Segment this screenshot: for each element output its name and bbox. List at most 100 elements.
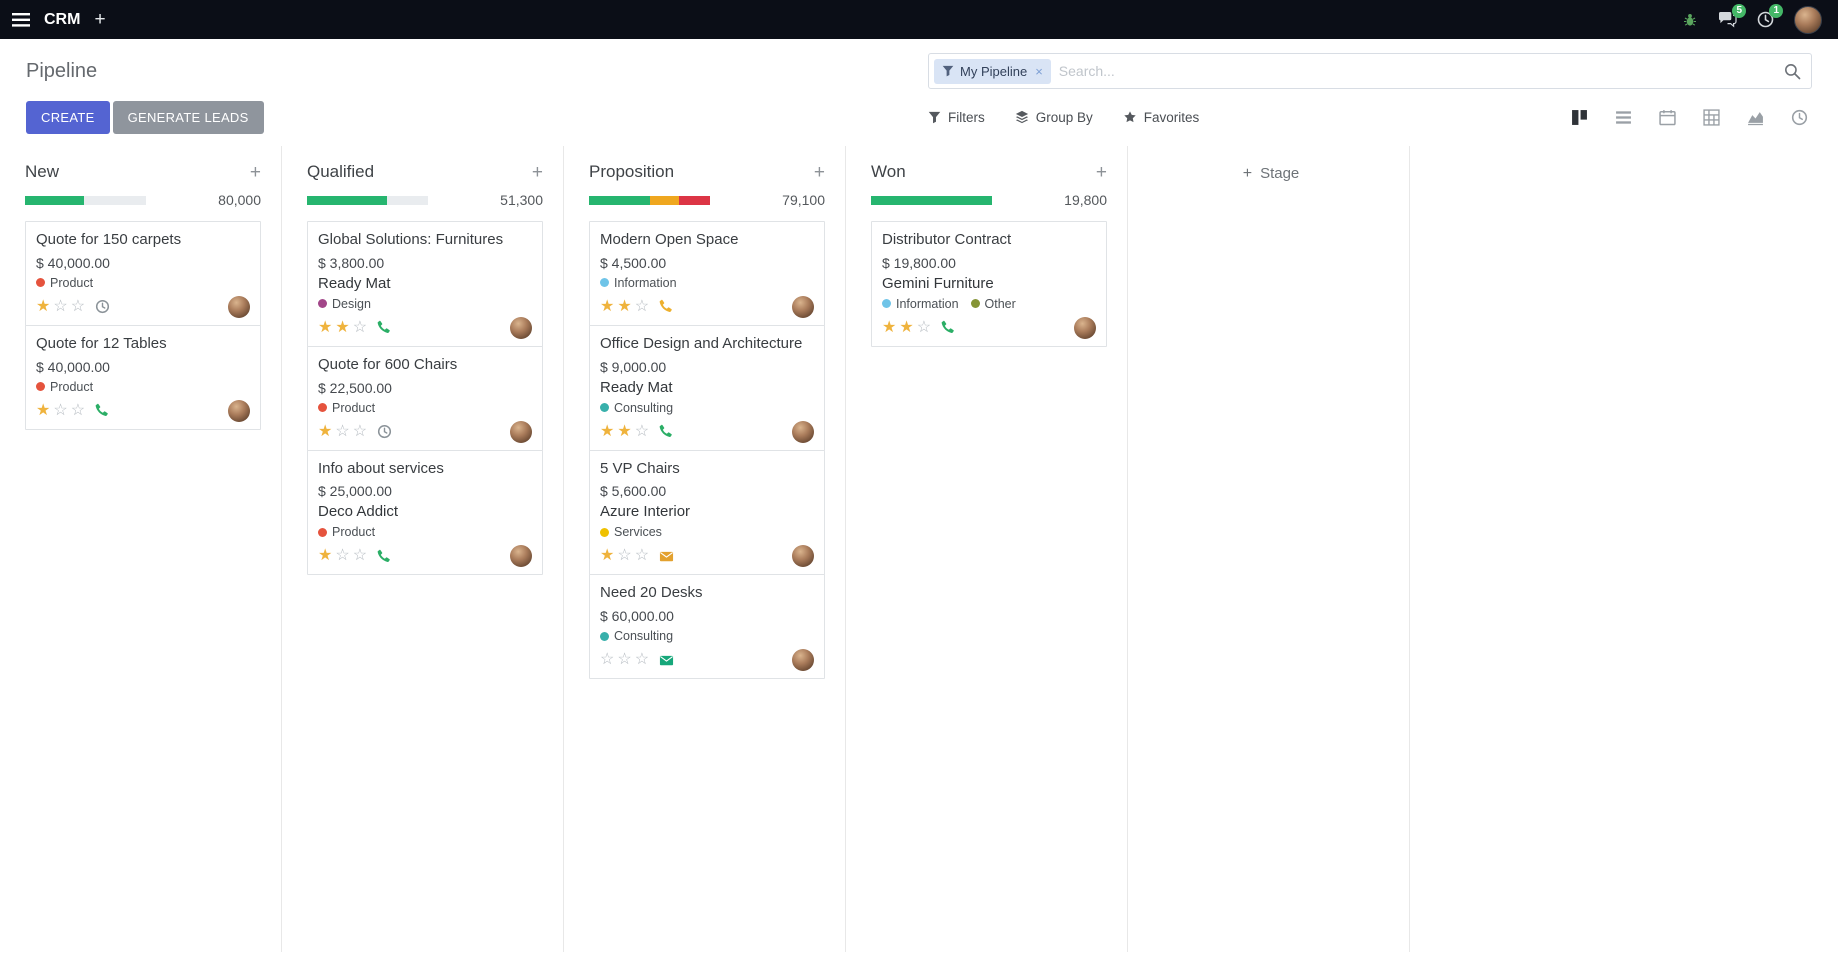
star-icon[interactable]: ☆ [352, 547, 368, 565]
add-stage-lane[interactable]: + Stage [1128, 146, 1410, 952]
star-icon[interactable]: ★ [318, 547, 333, 565]
clock-icon[interactable] [377, 424, 392, 439]
priority-stars[interactable]: ★ ☆ ☆ [318, 422, 368, 440]
priority-stars[interactable]: ★ ☆ ☆ [36, 401, 86, 419]
priority-stars[interactable]: ★ ★ ☆ [882, 318, 932, 336]
kanban-card[interactable]: Office Design and Architecture $ 9,000.00… [589, 324, 825, 451]
create-button[interactable]: CREATE [26, 100, 110, 134]
phone-icon[interactable] [377, 549, 392, 564]
card-amount: $ 40,000.00 [36, 358, 110, 375]
star-icon[interactable]: ★ [899, 318, 914, 336]
column-quick-add-button[interactable]: + [1095, 161, 1107, 183]
star-icon[interactable]: ☆ [634, 651, 650, 668]
pivot-view-icon[interactable] [1703, 108, 1720, 126]
kanban-card[interactable]: Quote for 600 Chairs $ 22,500.00 Product ★ ☆… [307, 345, 543, 451]
column-progress-bar[interactable] [871, 195, 992, 205]
priority-stars[interactable]: ☆ ☆ ☆ [600, 652, 649, 668]
phone-icon[interactable] [941, 320, 956, 335]
progress-segment[interactable] [678, 195, 710, 205]
star-icon[interactable]: ☆ [634, 422, 650, 440]
list-view-icon[interactable] [1615, 109, 1632, 126]
column-quick-add-button[interactable]: + [249, 161, 261, 183]
star-icon[interactable]: ★ [600, 297, 615, 315]
mail-icon[interactable] [659, 653, 674, 668]
star-icon[interactable]: ☆ [352, 318, 368, 336]
star-icon[interactable]: ☆ [634, 297, 650, 315]
messages-icon[interactable]: 5 [1718, 4, 1746, 28]
star-icon[interactable]: ☆ [617, 651, 632, 668]
search-icon[interactable] [1784, 63, 1801, 80]
priority-stars[interactable]: ★ ★ ☆ [318, 318, 368, 336]
column-progress-bar[interactable] [25, 195, 146, 205]
search-facet[interactable]: My Pipeline × [934, 58, 1051, 84]
group-by-button[interactable]: Group By [1015, 110, 1093, 125]
phone-icon[interactable] [659, 299, 674, 314]
facet-remove-icon[interactable]: × [1035, 63, 1043, 79]
star-icon[interactable]: ☆ [53, 297, 68, 315]
progress-segment[interactable] [871, 195, 992, 205]
activities-clock-icon[interactable]: 1 [1757, 4, 1783, 28]
search-input[interactable] [1050, 63, 1784, 79]
kanban-card[interactable]: Quote for 150 carpets $ 40,000.00 Product ★… [25, 221, 261, 326]
star-icon[interactable]: ★ [335, 318, 350, 336]
priority-stars[interactable]: ★ ☆ ☆ [36, 297, 86, 315]
star-icon[interactable]: ★ [318, 422, 333, 440]
phone-icon[interactable] [95, 403, 110, 418]
kanban-card[interactable]: Quote for 12 Tables $ 40,000.00 Product ★ ☆ ☆ [25, 324, 261, 430]
generate-leads-button[interactable]: GENERATE LEADS [112, 100, 264, 134]
star-icon[interactable]: ☆ [600, 651, 615, 668]
progress-segment[interactable] [589, 195, 650, 205]
calendar-view-icon[interactable] [1659, 109, 1676, 126]
star-icon[interactable]: ★ [318, 318, 333, 336]
star-icon[interactable]: ★ [600, 547, 615, 565]
progress-segment[interactable] [25, 195, 85, 205]
kanban-view-icon[interactable] [1571, 109, 1588, 126]
search-box[interactable]: My Pipeline × [928, 53, 1812, 89]
priority-stars[interactable]: ★ ★ ☆ [600, 422, 650, 440]
star-icon[interactable]: ★ [882, 318, 897, 336]
apps-menu-icon[interactable] [12, 12, 30, 27]
tag-label: Information [614, 275, 677, 290]
kanban-card[interactable]: Modern Open Space $ 4,500.00 Information ★ ★… [589, 221, 825, 326]
mail-icon[interactable] [659, 549, 674, 564]
star-icon[interactable]: ★ [36, 401, 51, 419]
star-icon[interactable]: ☆ [70, 401, 86, 419]
kanban-card[interactable]: Need 20 Desks $ 60,000.00 Consulting ☆ ☆ ☆ [589, 574, 825, 679]
star-icon[interactable]: ☆ [634, 547, 650, 565]
star-icon[interactable]: ★ [36, 297, 51, 315]
column-progress-bar[interactable] [589, 195, 710, 205]
column-progress-bar[interactable] [307, 195, 428, 205]
clock-icon[interactable] [95, 299, 110, 314]
star-icon[interactable]: ☆ [53, 401, 68, 419]
filters-button[interactable]: Filters [928, 110, 985, 125]
progress-segment[interactable] [649, 195, 679, 205]
kanban-card[interactable]: Global Solutions: Furnitures $ 3,800.00 Re… [307, 221, 543, 347]
kanban-card[interactable]: Info about services $ 25,000.00 Deco Addic… [307, 449, 543, 576]
progress-segment[interactable] [307, 195, 387, 205]
phone-icon[interactable] [377, 320, 392, 335]
star-icon[interactable]: ☆ [335, 422, 350, 440]
star-icon[interactable]: ★ [600, 422, 615, 440]
favorites-button[interactable]: Favorites [1123, 110, 1199, 125]
debug-bug-icon[interactable] [1682, 12, 1698, 28]
kanban-card[interactable]: 5 VP Chairs $ 5,600.00 Azure Interior Servi… [589, 449, 825, 576]
user-avatar[interactable] [1794, 5, 1822, 34]
star-icon[interactable]: ☆ [352, 422, 368, 440]
app-name[interactable]: CRM [44, 10, 81, 28]
column-quick-add-button[interactable]: + [813, 161, 825, 183]
star-icon[interactable]: ★ [617, 422, 632, 440]
priority-stars[interactable]: ★ ★ ☆ [600, 297, 650, 315]
phone-icon[interactable] [659, 424, 674, 439]
kanban-card[interactable]: Distributor Contract $ 19,800.00 Gemini Fu… [871, 221, 1107, 347]
navbar-plus-icon[interactable]: + [94, 9, 106, 30]
priority-stars[interactable]: ★ ☆ ☆ [600, 548, 649, 564]
activity-view-icon[interactable] [1791, 109, 1808, 126]
priority-stars[interactable]: ★ ☆ ☆ [318, 548, 367, 564]
star-icon[interactable]: ☆ [617, 547, 632, 565]
star-icon[interactable]: ☆ [335, 547, 350, 565]
star-icon[interactable]: ☆ [916, 318, 932, 336]
star-icon[interactable]: ☆ [70, 297, 86, 315]
star-icon[interactable]: ★ [617, 297, 632, 315]
graph-view-icon[interactable] [1747, 109, 1764, 126]
column-quick-add-button[interactable]: + [531, 161, 543, 183]
